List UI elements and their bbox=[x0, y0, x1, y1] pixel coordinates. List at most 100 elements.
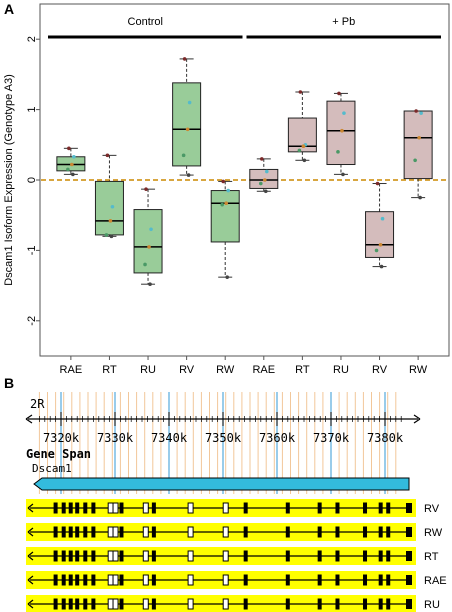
exon bbox=[378, 550, 383, 562]
exon bbox=[83, 598, 88, 610]
exon bbox=[386, 526, 391, 538]
data-point bbox=[263, 189, 268, 194]
y-tick-label: -2 bbox=[26, 316, 38, 326]
coordinate-labels: 7320k 7330k 7340k 7350k 7360k 7370k 7380k bbox=[43, 431, 404, 445]
exon bbox=[378, 502, 383, 514]
data-point bbox=[105, 153, 110, 158]
x-tick-label: RAE bbox=[60, 364, 83, 376]
data-point bbox=[301, 144, 306, 149]
exon bbox=[285, 598, 290, 610]
data-point bbox=[109, 234, 114, 239]
exon bbox=[68, 550, 73, 562]
exon bbox=[378, 598, 383, 610]
ruler-arrow-right bbox=[413, 414, 421, 424]
data-point bbox=[110, 204, 115, 209]
exon bbox=[53, 502, 58, 514]
isoform-track: RW bbox=[26, 523, 443, 541]
x-tick-label: RV bbox=[179, 364, 195, 376]
data-point bbox=[264, 169, 269, 174]
data-point bbox=[72, 154, 76, 159]
exon bbox=[151, 574, 156, 586]
data-point bbox=[104, 233, 109, 237]
data-point bbox=[221, 179, 226, 184]
exon bbox=[53, 598, 58, 610]
exon bbox=[187, 574, 194, 586]
exon bbox=[107, 598, 114, 610]
x-tick-label: RV bbox=[372, 364, 388, 376]
exon bbox=[61, 550, 66, 562]
data-point bbox=[418, 195, 422, 200]
gene-name: Dscam1 bbox=[32, 462, 72, 475]
exon bbox=[317, 502, 322, 514]
data-point bbox=[262, 178, 267, 182]
isoform-label: RT bbox=[424, 551, 439, 563]
data-point bbox=[186, 173, 191, 177]
exon bbox=[119, 598, 124, 610]
isoform-label: RV bbox=[424, 503, 440, 515]
y-tick-label: 0 bbox=[26, 177, 38, 183]
box-body bbox=[403, 110, 433, 180]
exon bbox=[142, 526, 149, 538]
exon bbox=[61, 526, 66, 538]
exon bbox=[142, 598, 149, 610]
data-point bbox=[302, 158, 307, 163]
x-tick-label: RT bbox=[295, 364, 310, 376]
data-point bbox=[380, 216, 385, 221]
data-point bbox=[226, 188, 231, 193]
exon bbox=[53, 550, 58, 562]
y-axis: -2 -1 0 1 2 bbox=[26, 36, 40, 326]
exon bbox=[151, 598, 156, 610]
data-point bbox=[187, 100, 192, 105]
exon bbox=[68, 502, 73, 514]
strand-arrow bbox=[27, 503, 34, 513]
exon bbox=[119, 502, 124, 514]
exon bbox=[317, 550, 322, 562]
data-point bbox=[337, 91, 341, 96]
exon bbox=[83, 502, 88, 514]
exon bbox=[243, 502, 248, 514]
exon bbox=[386, 598, 391, 610]
exon bbox=[112, 502, 119, 514]
exon bbox=[83, 526, 88, 538]
exon bbox=[91, 526, 96, 538]
data-point bbox=[181, 153, 186, 158]
isoform-tracks: RV RW RT RAE RU bbox=[26, 499, 447, 612]
exon bbox=[68, 526, 73, 538]
isoform-label: RW bbox=[424, 527, 443, 539]
boxes bbox=[56, 57, 433, 286]
strand-arrow bbox=[27, 575, 34, 585]
exon bbox=[222, 550, 229, 562]
box-body bbox=[172, 82, 202, 167]
isoform-track: RV bbox=[26, 499, 440, 517]
box-body bbox=[133, 209, 163, 274]
ruler-arrow-left bbox=[25, 414, 33, 424]
exon bbox=[285, 502, 290, 514]
exon bbox=[83, 550, 88, 562]
exon bbox=[335, 502, 340, 514]
box bbox=[56, 146, 86, 177]
data-point bbox=[147, 245, 151, 249]
y-axis-title: Dscam1 Isoform Expression (Genotype A3) bbox=[3, 74, 15, 286]
exon bbox=[187, 598, 194, 610]
isoform-label: RU bbox=[424, 599, 440, 611]
coordinate-label: 7360k bbox=[259, 431, 296, 445]
exon bbox=[53, 574, 58, 586]
x-tick-label: RW bbox=[216, 364, 235, 376]
coordinate-grid bbox=[38, 392, 397, 494]
box bbox=[365, 181, 395, 269]
exon bbox=[112, 574, 119, 586]
panel-b-letter: B bbox=[4, 375, 14, 391]
exon bbox=[363, 550, 368, 562]
y-tick-label: 1 bbox=[26, 107, 38, 113]
boxplot-panel: Control + Pb -2 -1 0 1 2 RAE RT RU RV RW RAE RT RU RV… bbox=[3, 3, 450, 376]
strand-arrow bbox=[27, 527, 34, 537]
exon bbox=[142, 550, 149, 562]
coordinate-label: 7380k bbox=[367, 431, 404, 445]
exon bbox=[243, 550, 248, 562]
gene-span-arrow bbox=[33, 477, 410, 491]
exon bbox=[317, 598, 322, 610]
exon bbox=[68, 574, 73, 586]
exon-terminal bbox=[406, 551, 412, 561]
exon bbox=[112, 526, 119, 538]
gene-span-bar bbox=[33, 477, 410, 491]
